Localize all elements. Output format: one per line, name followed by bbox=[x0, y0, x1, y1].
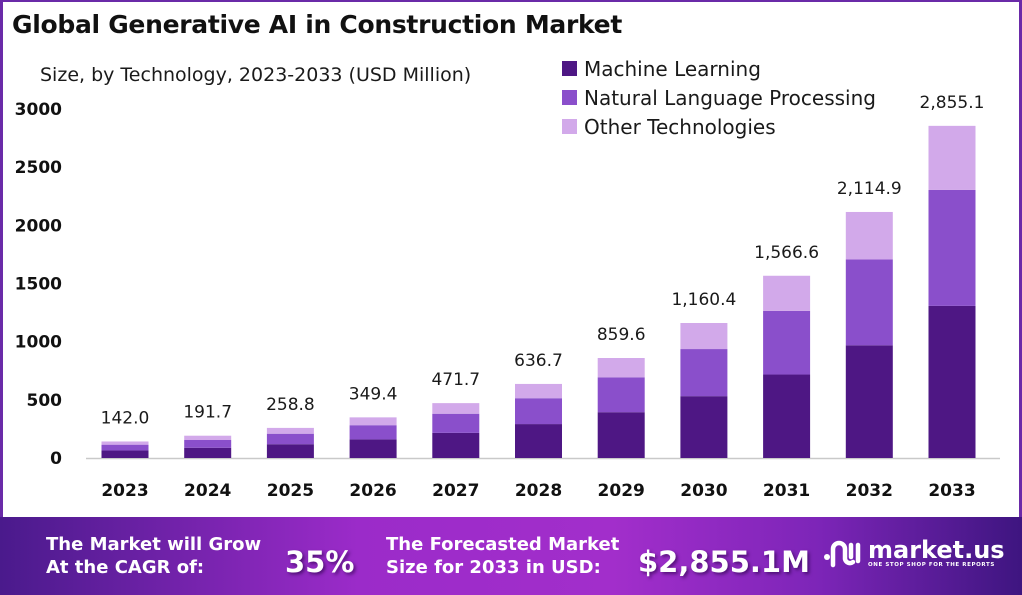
bar-segment-nlp bbox=[845, 259, 893, 346]
legend-swatch-nlp bbox=[562, 90, 577, 105]
bar-segment-nlp bbox=[515, 398, 562, 425]
x-tick-label: 2032 bbox=[846, 481, 893, 501]
bar-segment-machine-learning bbox=[432, 432, 480, 458]
logo-mark-icon bbox=[824, 540, 861, 568]
logo-tagline: ONE STOP SHOP FOR THE REPORTS bbox=[868, 562, 995, 568]
bar-segment-other-technologies bbox=[432, 403, 480, 414]
y-tick-label: 2000 bbox=[15, 216, 62, 236]
bar-total-label: 2,114.9 bbox=[837, 179, 902, 199]
x-tick-label: 2024 bbox=[184, 481, 231, 501]
bar-segment-other-technologies bbox=[680, 323, 728, 350]
bar-segment-machine-learning bbox=[597, 412, 645, 458]
market-us-logo: market.us ONE STOP SHOP FOR THE REPORTS bbox=[822, 535, 1005, 571]
bar-segment-other-technologies bbox=[184, 435, 232, 441]
y-tick-label: 500 bbox=[27, 391, 63, 411]
bar-segment-machine-learning bbox=[349, 439, 397, 458]
bar-segment-machine-learning bbox=[845, 345, 893, 458]
forecast-caption-line1: The Forecasted Market bbox=[386, 534, 620, 555]
x-tick-label: 2026 bbox=[349, 481, 396, 501]
bar-segment-nlp bbox=[432, 413, 480, 433]
legend-swatch-machine-learning bbox=[562, 61, 577, 76]
bar-segment-machine-learning bbox=[928, 305, 976, 458]
x-tick-label: 2028 bbox=[515, 481, 562, 501]
bar-total-label: 859.6 bbox=[597, 325, 646, 345]
bar-segment-machine-learning bbox=[101, 450, 149, 458]
bar-total-label: 191.7 bbox=[183, 403, 232, 423]
legend: Machine Learning Natural Language Proces… bbox=[562, 54, 876, 141]
y-tick-label: 2500 bbox=[15, 158, 62, 178]
x-tick-label: 2033 bbox=[928, 481, 975, 501]
bar-segment-nlp bbox=[349, 425, 397, 440]
x-tick-label: 2029 bbox=[598, 481, 645, 501]
legend-item-machine-learning: Machine Learning bbox=[562, 54, 876, 83]
bar-segment-nlp bbox=[680, 349, 728, 397]
cagr-caption-line2: At the CAGR of: bbox=[46, 557, 205, 578]
bar-segment-nlp bbox=[101, 444, 149, 451]
summary-banner: The Market will Grow At the CAGR of: 35%… bbox=[0, 517, 1022, 595]
bar-segment-nlp bbox=[597, 377, 645, 413]
bar-total-label: 349.4 bbox=[349, 384, 398, 404]
cagr-caption: The Market will Grow At the CAGR of: bbox=[46, 533, 261, 579]
y-tick-label: 0 bbox=[50, 449, 62, 469]
legend-item-other-technologies: Other Technologies bbox=[562, 112, 876, 141]
chart-subtitle: Size, by Technology, 2023-2033 (USD Mill… bbox=[40, 64, 472, 86]
y-tick-label: 1500 bbox=[15, 275, 62, 295]
legend-label: Natural Language Processing bbox=[584, 85, 876, 110]
y-tick-label: 3000 bbox=[15, 100, 62, 120]
bar-segment-machine-learning bbox=[515, 424, 562, 458]
x-tick-label: 2031 bbox=[763, 481, 810, 501]
bar-segment-nlp bbox=[184, 440, 232, 448]
bar-total-label: 2,855.1 bbox=[920, 93, 985, 113]
bar-segment-machine-learning bbox=[266, 444, 314, 458]
bar-segment-other-technologies bbox=[597, 357, 645, 378]
legend-item-nlp: Natural Language Processing bbox=[562, 83, 876, 112]
forecast-caption-line2: Size for 2033 in USD: bbox=[386, 557, 601, 578]
bar-segment-other-technologies bbox=[928, 125, 976, 190]
x-tick-label: 2027 bbox=[432, 481, 479, 501]
bar-total-label: 471.7 bbox=[431, 370, 480, 390]
x-tick-label: 2030 bbox=[680, 481, 727, 501]
bar-total-label: 258.8 bbox=[266, 395, 315, 415]
logo-name: market.us bbox=[868, 536, 1005, 564]
bar-chart: 0 500 1000 1500 2000 2500 3000 142.0 2023 191.7 20… bbox=[15, 93, 1000, 501]
cagr-caption-line1: The Market will Grow bbox=[46, 534, 262, 555]
bar-segment-other-technologies bbox=[845, 211, 893, 260]
y-tick-label: 1000 bbox=[15, 333, 62, 353]
bar-total-label: 1,566.6 bbox=[754, 243, 819, 263]
legend-label: Machine Learning bbox=[584, 56, 761, 81]
bar-segment-other-technologies bbox=[763, 275, 811, 311]
cagr-value: 35% bbox=[285, 545, 355, 579]
bar-segment-machine-learning bbox=[184, 447, 232, 458]
bar-segment-nlp bbox=[928, 189, 976, 306]
bar-total-label: 1,160.4 bbox=[671, 290, 736, 310]
bar-segment-nlp bbox=[266, 433, 314, 445]
bar-total-label: 142.0 bbox=[101, 408, 150, 428]
forecast-caption: The Forecasted Market Size for 2033 in U… bbox=[386, 533, 619, 579]
bar-total-label: 636.7 bbox=[514, 351, 563, 371]
x-tick-label: 2025 bbox=[267, 481, 314, 501]
forecast-value: $2,855.1M bbox=[638, 545, 810, 579]
bar-segment-nlp bbox=[763, 310, 811, 375]
bar-segment-other-technologies bbox=[266, 427, 314, 434]
bar-segment-machine-learning bbox=[763, 374, 811, 458]
bar-segment-other-technologies bbox=[101, 441, 149, 445]
legend-label: Other Technologies bbox=[584, 114, 776, 139]
bar-segment-other-technologies bbox=[515, 383, 562, 399]
bar-segment-other-technologies bbox=[349, 417, 397, 426]
x-tick-label: 2023 bbox=[101, 481, 148, 501]
legend-swatch-other bbox=[562, 119, 577, 134]
bar-segment-machine-learning bbox=[680, 396, 728, 458]
chart-title: Global Generative AI in Construction Mar… bbox=[12, 10, 622, 39]
